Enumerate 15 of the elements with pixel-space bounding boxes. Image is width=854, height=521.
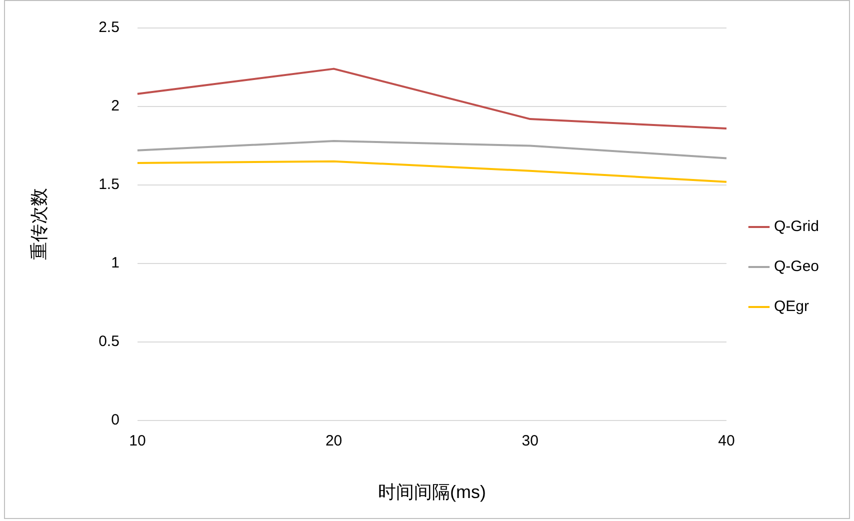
y-axis-title: 重传次数 xyxy=(28,188,49,260)
x-tick-label: 10 xyxy=(129,432,146,450)
y-tick-label: 0.5 xyxy=(98,333,120,350)
x-tick-label: 40 xyxy=(718,432,735,450)
legend-label: QEgr xyxy=(774,298,809,316)
y-tick-label: 1 xyxy=(111,254,120,272)
y-tick-label: 2 xyxy=(111,98,120,115)
legend-label: Q-Grid xyxy=(774,218,819,236)
legend-label: Q-Geo xyxy=(774,258,819,276)
y-tick-label: 0 xyxy=(111,412,120,429)
y-tick-label: 1.5 xyxy=(98,176,120,194)
x-tick-label: 20 xyxy=(325,432,342,450)
x-tick-label: 30 xyxy=(522,432,538,450)
x-axis-title: 时间间隔(ms) xyxy=(378,482,486,502)
y-tick-label: 2.5 xyxy=(98,19,120,36)
